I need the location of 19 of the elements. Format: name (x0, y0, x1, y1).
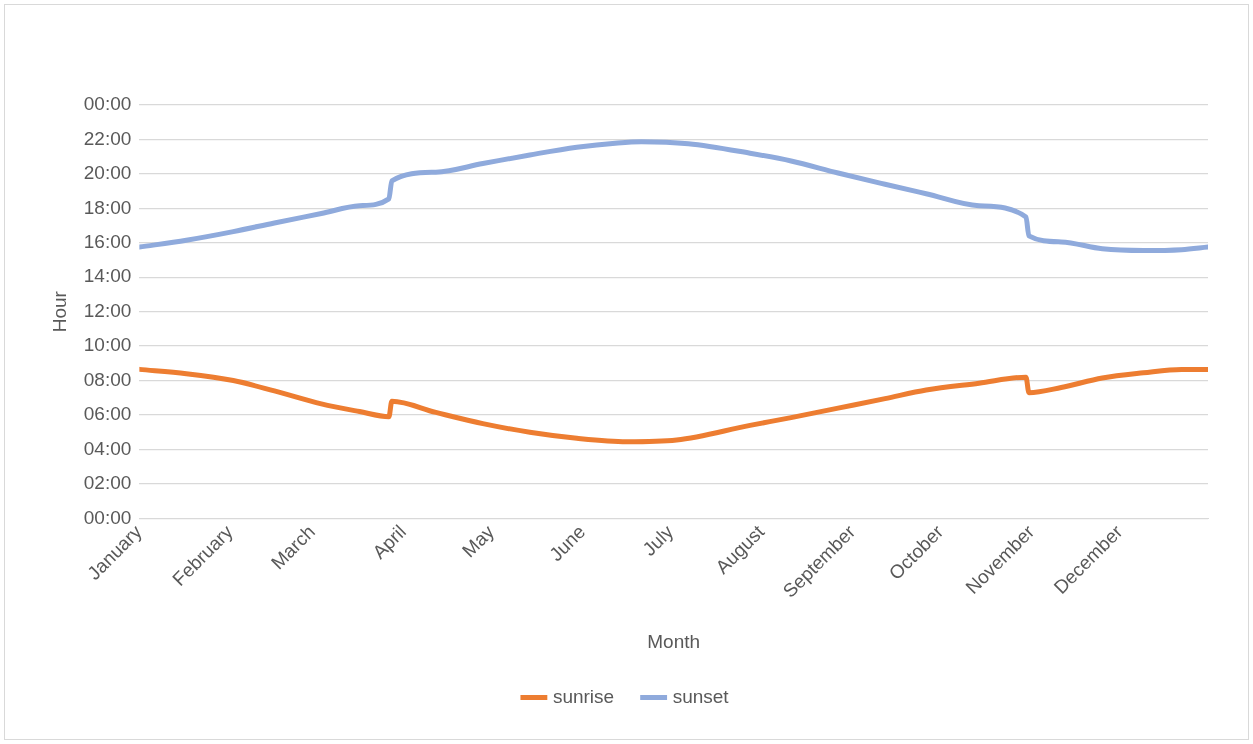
y-tick-label: 06:00 (83, 403, 132, 425)
y-tick-label: 20:00 (83, 162, 132, 184)
y-tick-label: 16:00 (83, 231, 132, 253)
x-tick-label: May (457, 520, 499, 562)
y-tick-label: 02:00 (83, 472, 132, 494)
legend-label: sunrise (552, 685, 615, 707)
y-tick-label: 00:00 (83, 93, 132, 115)
y-tick-label: 22:00 (83, 127, 132, 149)
y-tick-label: 08:00 (83, 368, 132, 390)
y-tick-label: 04:00 (83, 437, 132, 459)
y-axis-title: Hour (48, 290, 70, 333)
y-tick-label: 10:00 (83, 334, 132, 356)
y-tick-label: 00:00 (83, 506, 132, 528)
y-tick-label: 14:00 (83, 265, 132, 287)
x-tick-label: July (638, 520, 678, 560)
y-tick-label: 18:00 (83, 196, 132, 218)
y-tick-label: 12:00 (83, 299, 132, 321)
legend-label: sunset (672, 685, 730, 707)
x-axis-title: Month (647, 630, 701, 652)
